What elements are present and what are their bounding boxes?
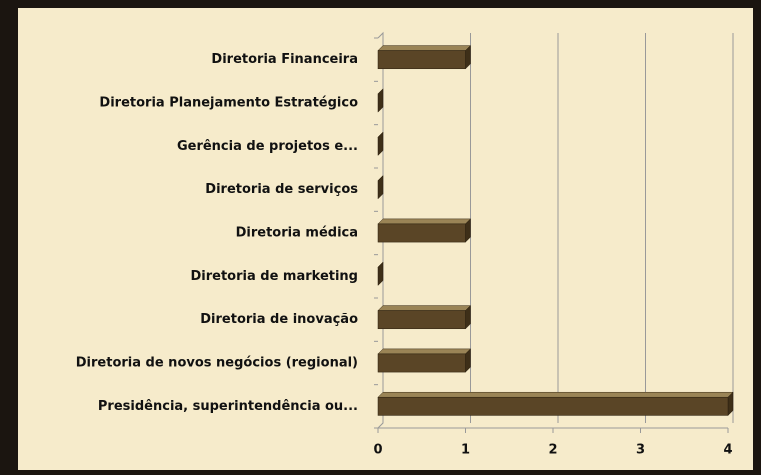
x-tick-label: 0 xyxy=(373,443,382,458)
bar xyxy=(377,218,472,243)
bar xyxy=(377,88,384,113)
bar-face xyxy=(377,88,384,113)
bar-face xyxy=(377,45,472,51)
y-tick-label: Gerência de projetos e... xyxy=(177,139,358,154)
bar xyxy=(377,391,734,417)
y-tick-label: Diretoria de novos negócios (regional) xyxy=(76,356,358,371)
bar xyxy=(377,131,384,157)
bar-face xyxy=(377,396,729,416)
x-tick-label: 3 xyxy=(636,443,645,458)
bar-face xyxy=(377,305,472,311)
bar-face xyxy=(377,223,466,243)
x-tick-label: 1 xyxy=(461,443,470,458)
bar-face xyxy=(377,218,472,225)
y-tick-label: Diretoria médica xyxy=(236,226,358,241)
bar xyxy=(377,174,384,200)
bar-face xyxy=(377,174,384,200)
bar-face xyxy=(377,391,734,398)
bar-face xyxy=(377,131,384,157)
bar-face xyxy=(377,261,384,287)
y-tick-label: Presidência, superintendência ou... xyxy=(98,399,358,414)
x-tick-label: 2 xyxy=(548,443,557,458)
y-tick-label: Diretoria de marketing xyxy=(190,269,358,284)
bar xyxy=(377,261,384,287)
x-tick-label: 4 xyxy=(723,443,732,458)
y-tick-label: Diretoria Planejamento Estratégico xyxy=(99,96,358,111)
bar xyxy=(377,348,472,373)
bar-face xyxy=(377,348,472,355)
bar xyxy=(377,304,472,330)
bar-face xyxy=(377,50,466,70)
y-tick-label: Diretoria de inovação xyxy=(200,312,358,327)
y-tick-label: Diretoria Financeira xyxy=(211,52,358,67)
bar-face xyxy=(377,353,466,373)
bar-face xyxy=(377,310,466,330)
bar xyxy=(377,44,472,70)
y-tick-label: Diretoria de serviços xyxy=(205,182,358,197)
